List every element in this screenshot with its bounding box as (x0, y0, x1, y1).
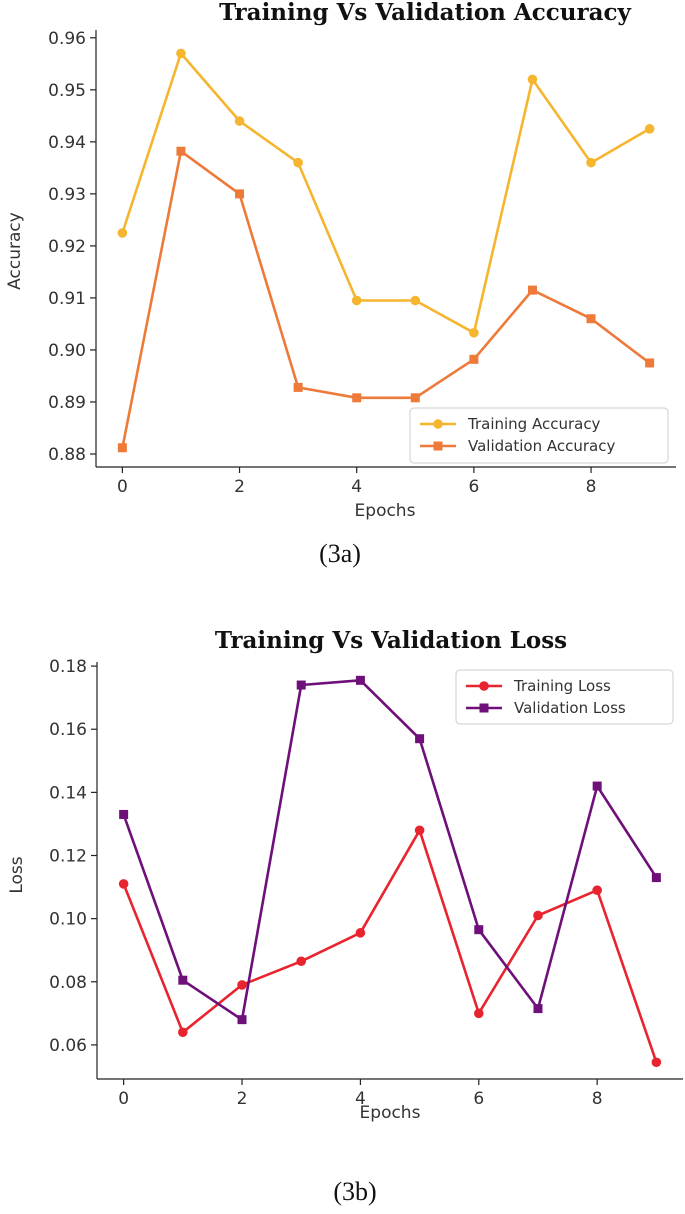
x-axis-label: Epochs (360, 1103, 421, 1123)
chart-title: Training Vs Validation Accuracy (219, 0, 631, 26)
legend-label: Validation Loss (514, 699, 626, 717)
data-point (293, 382, 303, 392)
data-point (176, 48, 186, 59)
legend-swatch-marker (479, 681, 489, 691)
y-tick-label: 0.88 (48, 445, 86, 465)
data-point (118, 879, 129, 889)
data-point (469, 354, 479, 364)
accuracy-chart: Training Vs Validation Accuracy Accuracy… (5, 0, 676, 568)
data-point (296, 680, 306, 690)
legend-label: Training Accuracy (467, 415, 601, 433)
y-tick-label: 0.14 (49, 783, 87, 803)
data-point (410, 393, 420, 403)
data-point (651, 873, 661, 883)
data-point (644, 124, 655, 134)
legend-swatch-marker (433, 419, 443, 429)
series-line-validation (121, 149, 651, 449)
data-point (237, 1015, 247, 1025)
legend-swatch-marker (433, 441, 443, 451)
series-line-validation (122, 678, 658, 1022)
x-tick-label: 0 (118, 1089, 129, 1109)
plot-area: 0.06 0.08 0.10 0.12 0.14 0.16 0.18 0 2 4 6 8 Trainin… (49, 657, 683, 1109)
legend-label: Validation Accuracy (468, 437, 615, 455)
y-tick-label: 0.10 (49, 910, 87, 930)
data-point (414, 825, 425, 836)
data-point (469, 327, 479, 338)
loss-chart: Training Vs Validation Loss Loss Epochs … (7, 627, 683, 1206)
x-tick-label: 4 (351, 477, 362, 497)
data-point (117, 228, 128, 238)
legend-box (409, 407, 669, 464)
data-point (533, 910, 543, 921)
data-point (473, 1008, 484, 1019)
y-tick-label: 0.95 (48, 81, 86, 101)
data-point (527, 285, 537, 295)
data-point (296, 956, 307, 967)
data-point (237, 980, 247, 990)
x-tick-label: 4 (355, 1089, 366, 1109)
y-tick-label: 0.90 (48, 341, 86, 361)
data-point (592, 781, 602, 791)
data-point (234, 116, 245, 126)
data-point (586, 157, 596, 168)
data-point (355, 675, 365, 685)
x-tick-label: 8 (592, 1089, 603, 1109)
y-tick-label: 0.93 (48, 185, 86, 205)
y-tick-label: 0.12 (49, 847, 87, 867)
y-tick-label: 0.96 (48, 29, 86, 49)
x-tick-label: 2 (237, 1089, 248, 1109)
x-tick-label: 6 (468, 477, 479, 497)
y-tick-label: 0.89 (48, 393, 86, 413)
series-line-training (122, 828, 658, 1063)
y-tick-label: 0.91 (48, 289, 86, 309)
x-tick-label: 0 (117, 477, 128, 497)
y-tick-label: 0.06 (49, 1036, 87, 1056)
figure-caption: (3a) (319, 539, 361, 568)
y-axis-label: Accuracy (5, 212, 25, 290)
legend-swatch-marker (479, 703, 489, 713)
legend: Training Accuracy Validation Accuracy (409, 407, 669, 464)
data-point (352, 393, 362, 403)
y-axis-label: Loss (7, 856, 27, 893)
y-tick-label: 0.92 (48, 237, 86, 257)
legend-label: Training Loss (513, 677, 611, 695)
data-point (651, 1057, 662, 1068)
y-tick-label: 0.08 (49, 973, 87, 993)
data-point (355, 928, 366, 938)
data-point (235, 189, 245, 199)
y-tick-label: 0.94 (48, 133, 86, 153)
series-line-training (121, 52, 651, 335)
data-point (415, 734, 425, 744)
x-tick-label: 6 (473, 1089, 484, 1109)
data-point (351, 295, 362, 306)
data-point (119, 809, 129, 819)
x-tick-label: 8 (586, 477, 597, 497)
data-point (117, 443, 127, 453)
data-point (586, 314, 596, 324)
data-point (474, 925, 484, 935)
y-tick-label: 0.18 (49, 657, 87, 677)
x-axis-label: Epochs (355, 501, 416, 521)
legend: Training Loss Validation Loss (455, 669, 674, 725)
data-point (592, 885, 602, 896)
data-point (176, 146, 186, 156)
data-point (178, 1027, 188, 1038)
data-point (410, 295, 421, 306)
figure-caption: (3b) (333, 1177, 376, 1206)
plot-area: 0.88 0.89 0.90 0.91 0.92 0.93 0.94 0.95 0.96 0 2 4 6… (48, 29, 676, 497)
data-point (527, 74, 538, 85)
x-tick-label: 2 (234, 477, 245, 497)
y-tick-label: 0.16 (49, 720, 87, 740)
legend-box (455, 669, 674, 725)
data-point (533, 1004, 543, 1014)
data-point (645, 358, 655, 368)
data-point (178, 975, 188, 985)
data-point (293, 157, 303, 168)
chart-title: Training Vs Validation Loss (215, 627, 567, 654)
